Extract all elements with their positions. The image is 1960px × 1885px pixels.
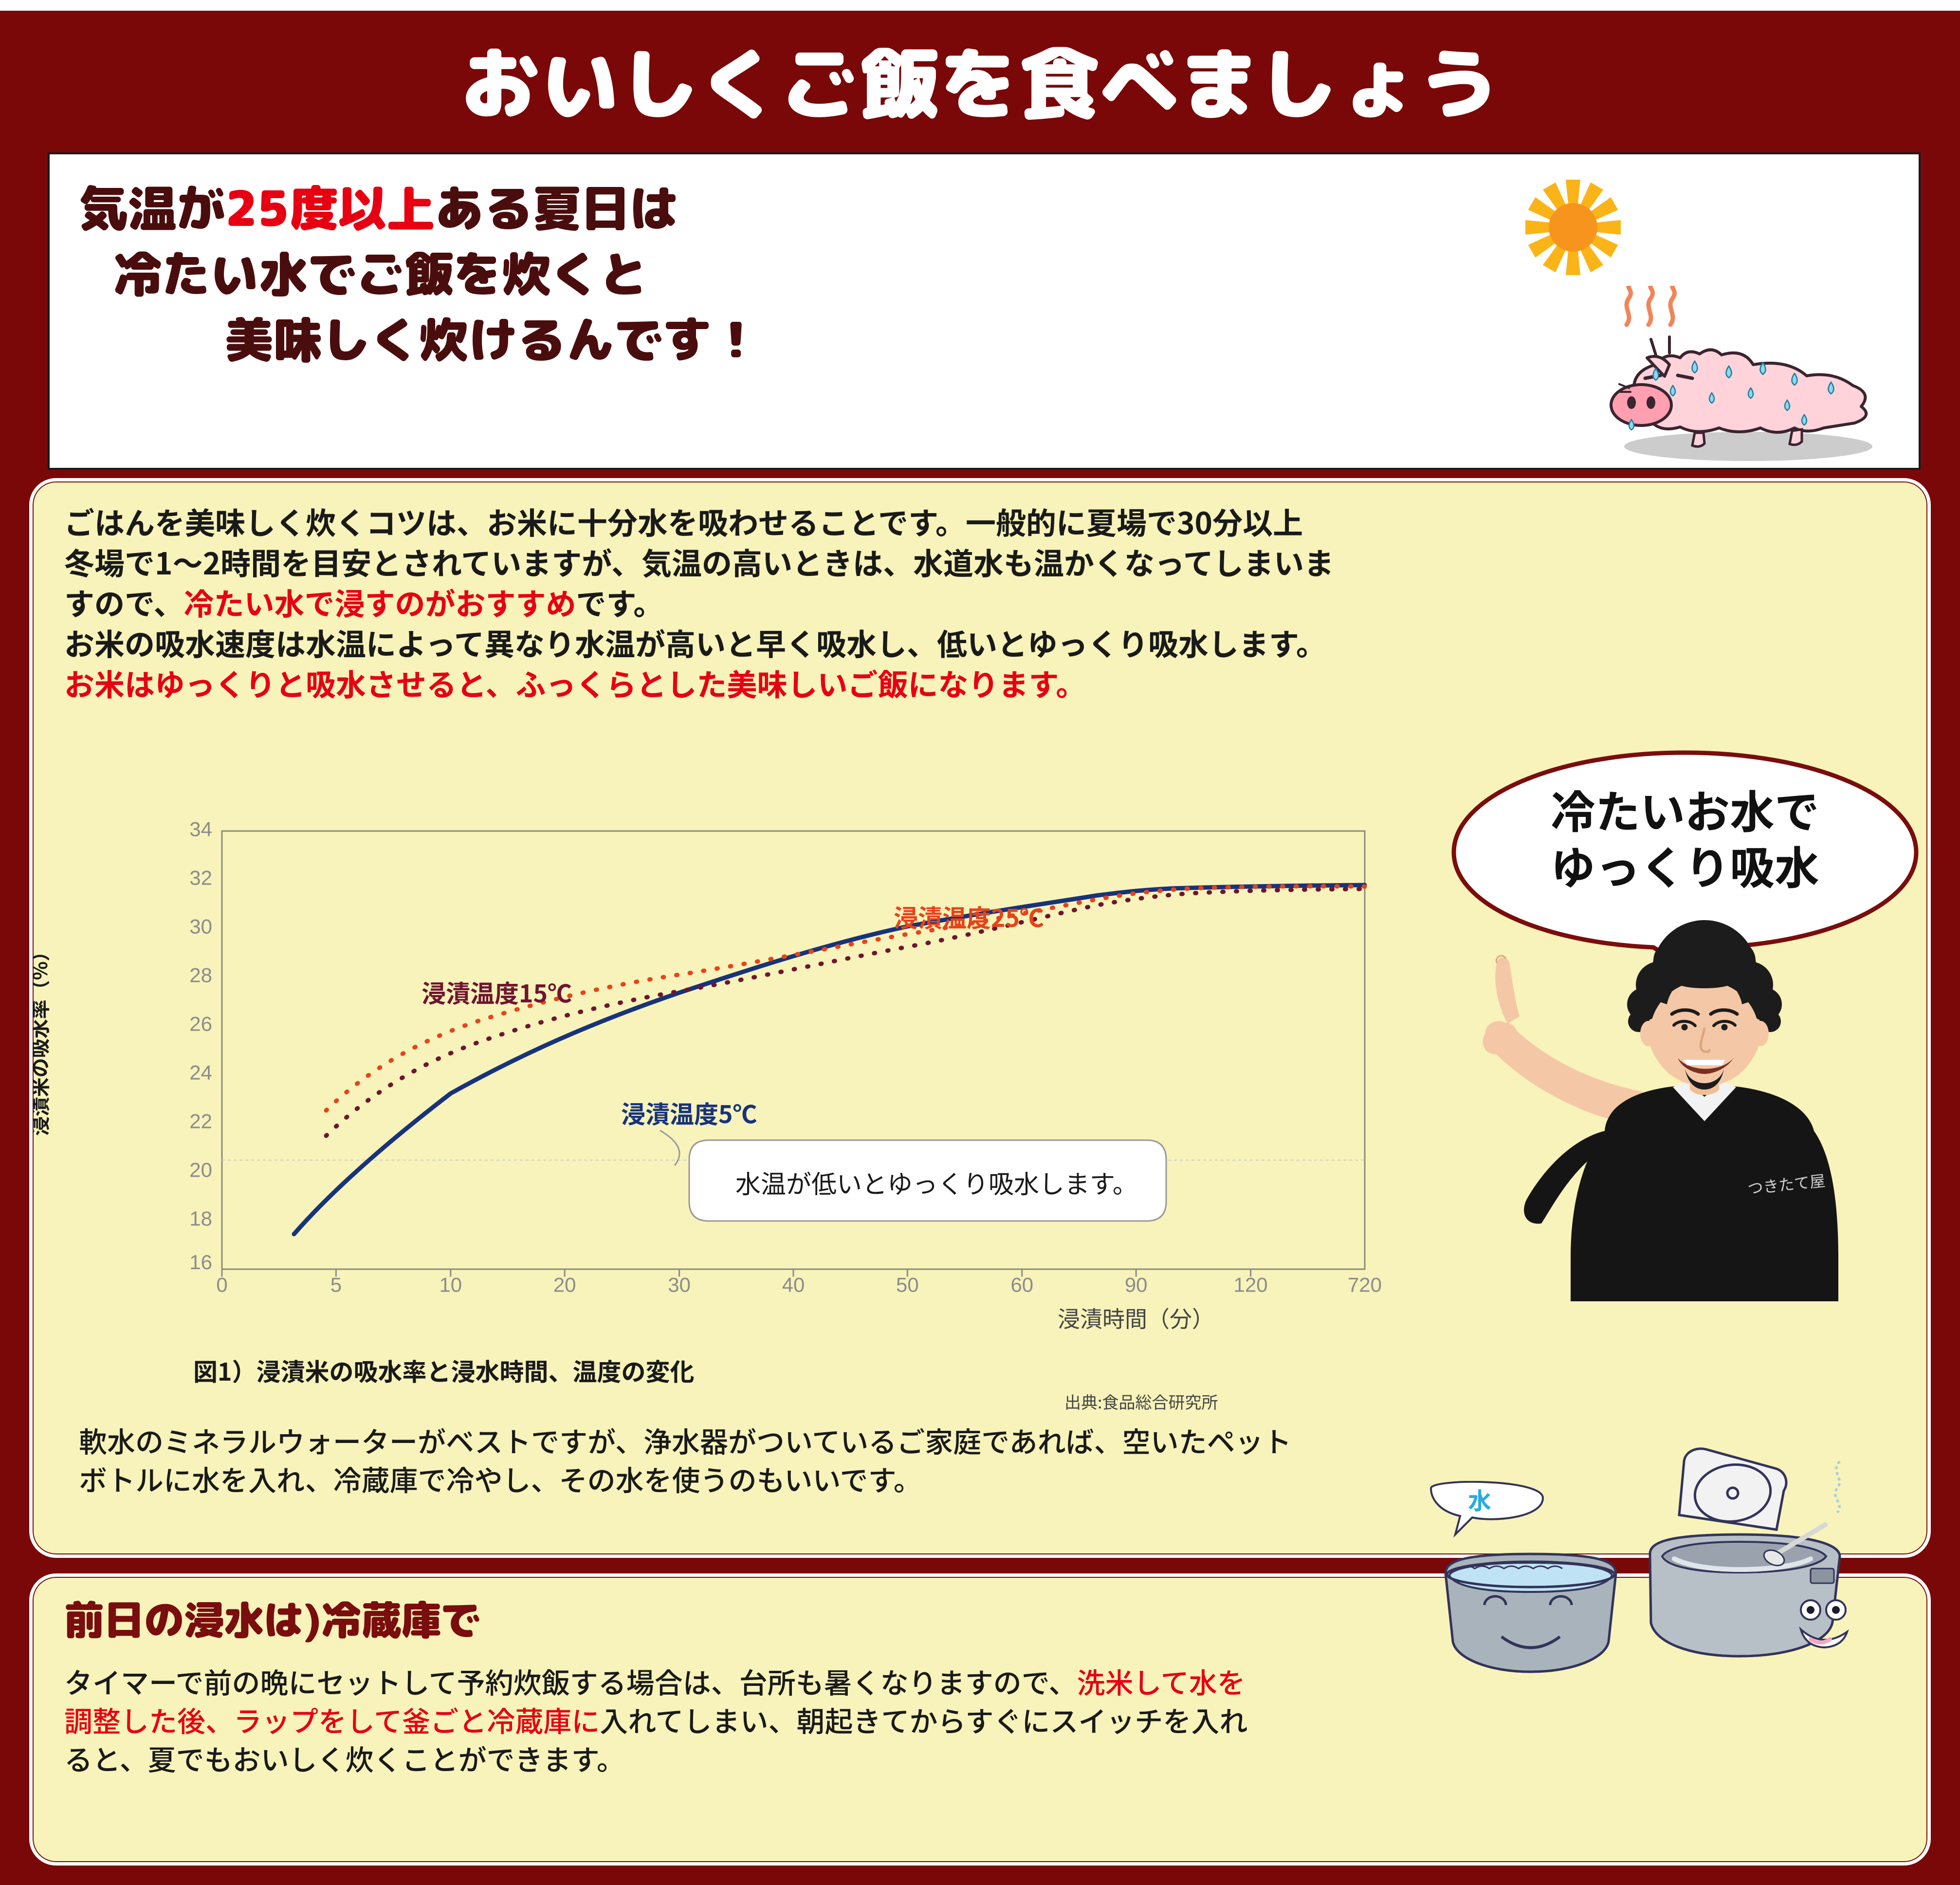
svg-text:浸漬米の吸水率（%）: 浸漬米の吸水率（%） bbox=[33, 942, 53, 1136]
svg-text:0: 0 bbox=[216, 1274, 227, 1296]
svg-text:浸漬温度5℃: 浸漬温度5℃ bbox=[621, 1095, 757, 1130]
svg-text:50: 50 bbox=[896, 1274, 919, 1296]
svg-text:20: 20 bbox=[553, 1274, 576, 1296]
svg-text:34: 34 bbox=[189, 817, 212, 840]
svg-text:20: 20 bbox=[189, 1158, 212, 1181]
svg-text:水: 水 bbox=[1468, 1482, 1491, 1516]
svg-text:10: 10 bbox=[439, 1274, 462, 1296]
svg-text:26: 26 bbox=[189, 1012, 212, 1035]
svg-text:120: 120 bbox=[1234, 1274, 1268, 1296]
svg-text:90: 90 bbox=[1125, 1274, 1148, 1296]
svg-text:冷たいお水で: 冷たいお水で bbox=[1551, 776, 1819, 841]
svg-text:水温が低いとゆっくり吸水します。: 水温が低いとゆっくり吸水します。 bbox=[735, 1164, 1138, 1201]
svg-text:16: 16 bbox=[189, 1251, 212, 1274]
svg-text:浸漬時間（分）: 浸漬時間（分） bbox=[1058, 1302, 1214, 1334]
svg-text:浸漬温度15℃: 浸漬温度15℃ bbox=[421, 975, 572, 1010]
svg-text:28: 28 bbox=[189, 963, 212, 986]
svg-text:18: 18 bbox=[189, 1207, 212, 1230]
svg-text:30: 30 bbox=[668, 1274, 691, 1296]
svg-text:32: 32 bbox=[189, 866, 212, 889]
svg-text:30: 30 bbox=[189, 915, 212, 938]
svg-text:5: 5 bbox=[330, 1274, 342, 1296]
svg-text:24: 24 bbox=[189, 1061, 212, 1084]
svg-text:720: 720 bbox=[1348, 1274, 1382, 1296]
svg-text:浸漬温度25℃: 浸漬温度25℃ bbox=[894, 899, 1044, 934]
svg-text:22: 22 bbox=[189, 1109, 212, 1132]
svg-text:40: 40 bbox=[782, 1274, 805, 1296]
svg-text:60: 60 bbox=[1010, 1274, 1033, 1296]
